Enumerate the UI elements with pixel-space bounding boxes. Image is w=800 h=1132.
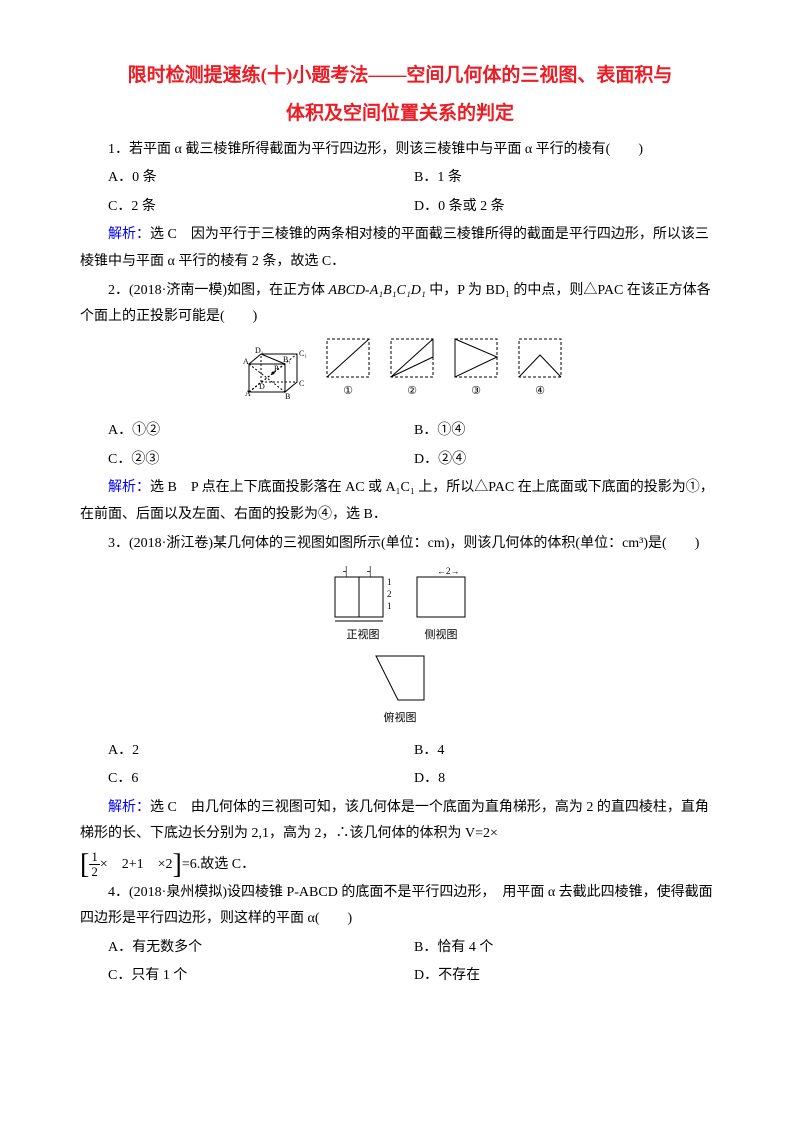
q3-optC: C．6 — [108, 766, 414, 793]
q2-fig1: ① — [325, 337, 371, 402]
q2-solution: 解析：选 B P 点在上下底面投影落在 AC 或 A₁C₁ 上，所以△PAC 在… — [80, 475, 720, 528]
q3-sol-label: 解析： — [108, 800, 150, 815]
q2-text-a: 2．(2018·济南一模)如图，在正方体 — [108, 283, 329, 298]
q4-opts-row1: A．有无数多个 B．恰有 4 个 — [80, 935, 720, 962]
q4-opts-row2: C．只有 1 个 D．不存在 — [80, 963, 720, 990]
svg-text:D: D — [259, 382, 265, 391]
q3-optB: B．4 — [414, 738, 720, 765]
q3-side: ←2→ 侧视图 — [409, 563, 473, 646]
q2-opts-row1: A．①② B．①④ — [80, 418, 720, 445]
q2-fig4-label: ④ — [517, 381, 563, 402]
q3-front: 1 2 1 ┤ ┤ 正视图 — [327, 563, 399, 646]
q2-sol-text: 选 B P 点在上下底面投影落在 AC 或 A₁C₁ 上，所以△PAC 在上底面… — [80, 480, 714, 522]
q3-front-cap: 正视图 — [327, 625, 399, 646]
q2-fig2: ② — [389, 337, 435, 402]
open-bracket: [ — [80, 849, 89, 880]
q2-fig4: ④ — [517, 337, 563, 402]
q2-fig1-label: ① — [325, 381, 371, 402]
svg-text:←2→: ←2→ — [437, 566, 460, 576]
q1-sol-text: 选 C 因为平行于三棱锥的两条相对棱的平面截三棱锥所得的截面是平行四边形，所以该… — [80, 227, 709, 269]
q3-side-cap: 侧视图 — [409, 625, 473, 646]
q3-sol-a: 选 C 由几何体的三视图可知，该几何体是一个底面为直角梯形，高为 2 的直四棱柱… — [80, 800, 709, 842]
q1-sol-label: 解析： — [108, 227, 150, 242]
q3-text: 3．(2018·浙江卷)某几何体的三视图如图所示(单位：cm)，则该几何体的体积… — [80, 531, 720, 558]
q3-top-cap: 俯视图 — [368, 708, 432, 729]
q3-figures: 1 2 1 ┤ ┤ 正视图 ←2→ 侧视图 俯视图 — [80, 563, 720, 731]
q3-opts-row1: A．2 B．4 — [80, 738, 720, 765]
q1-opts-row2: C．2 条 D．0 条或 2 条 — [80, 194, 720, 221]
q2-optB: B．①④ — [414, 418, 720, 445]
q3-solution-a: 解析：选 C 由几何体的三视图可知，该几何体是一个底面为直角梯形，高为 2 的直… — [80, 795, 720, 848]
q2-figures: A B C D A₁ B₁ C₁ D₁ P ① ② ③ ④ — [80, 337, 720, 412]
q2-optD: D．②④ — [414, 447, 720, 474]
q3-sol-c: =6.故选 C． — [182, 857, 255, 872]
q1-optC: C．2 条 — [108, 194, 414, 221]
q4-optC: C．只有 1 个 — [108, 963, 414, 990]
svg-text:A₁: A₁ — [243, 357, 252, 366]
q1-solution: 解析：选 C 因为平行于三棱锥的两条相对棱的平面截三棱锥所得的截面是平行四边形，… — [80, 222, 720, 275]
q2-fig2-label: ② — [389, 381, 435, 402]
q2-text: 2．(2018·济南一模)如图，在正方体 ABCD-A₁B₁C₁D₁ 中，P 为… — [80, 278, 720, 331]
q2-optC: C．②③ — [108, 447, 414, 474]
svg-text:┤: ┤ — [343, 565, 349, 577]
q3-frac: 12 — [89, 850, 100, 880]
q3-optD: D．8 — [414, 766, 720, 793]
page-title-line2: 体积及空间位置关系的判定 — [80, 98, 720, 130]
svg-text:2: 2 — [387, 589, 392, 599]
q1-optB: B．1 条 — [414, 165, 720, 192]
q3-optA: A．2 — [108, 738, 414, 765]
q1-optA: A．0 条 — [108, 165, 414, 192]
svg-text:A: A — [245, 389, 251, 398]
svg-text:C: C — [299, 379, 304, 388]
svg-text:P: P — [274, 364, 279, 373]
q4-optB: B．恰有 4 个 — [414, 935, 720, 962]
svg-text:┤: ┤ — [367, 565, 373, 577]
q2-fig3-label: ③ — [453, 381, 499, 402]
q2-sol-label: 解析： — [108, 480, 150, 495]
q3-sol-b: × 2+1 ×2 — [100, 857, 173, 872]
q1-optD: D．0 条或 2 条 — [414, 194, 720, 221]
close-bracket: ] — [173, 849, 182, 880]
q4-optD: D．不存在 — [414, 963, 720, 990]
svg-text:B₁: B₁ — [283, 355, 291, 364]
q2-cube: ABCD-A₁B₁C₁D₁ — [329, 283, 426, 298]
svg-text:1: 1 — [387, 577, 392, 587]
q3-solution-b: [12× 2+1 ×2]=6.故选 C． — [80, 850, 720, 880]
q2-fig3: ③ — [453, 337, 499, 402]
svg-text:D₁: D₁ — [255, 346, 264, 355]
q3-opts-row2: C．6 D．8 — [80, 766, 720, 793]
q4-text: 4．(2018·泉州模拟)设四棱锥 P-ABCD 的底面不是平行四边形， 用平面… — [80, 880, 720, 933]
q2-cube-svg: A B C D A₁ B₁ C₁ D₁ P — [237, 344, 307, 402]
q1-text: 1．若平面 α 截三棱锥所得截面为平行四边形，则该三棱锥中与平面 α 平行的棱有… — [80, 137, 720, 164]
q2-opts-row2: C．②③ D．②④ — [80, 447, 720, 474]
page-title-line1: 限时检测提速练(十)小题考法——空间几何体的三视图、表面积与 — [80, 60, 720, 92]
svg-text:1: 1 — [387, 601, 392, 611]
svg-text:B: B — [285, 392, 290, 401]
q2-optA: A．①② — [108, 418, 414, 445]
q3-top: 俯视图 — [368, 650, 432, 729]
q4-optA: A．有无数多个 — [108, 935, 414, 962]
q1-opts-row1: A．0 条 B．1 条 — [80, 165, 720, 192]
svg-text:C₁: C₁ — [299, 349, 307, 358]
